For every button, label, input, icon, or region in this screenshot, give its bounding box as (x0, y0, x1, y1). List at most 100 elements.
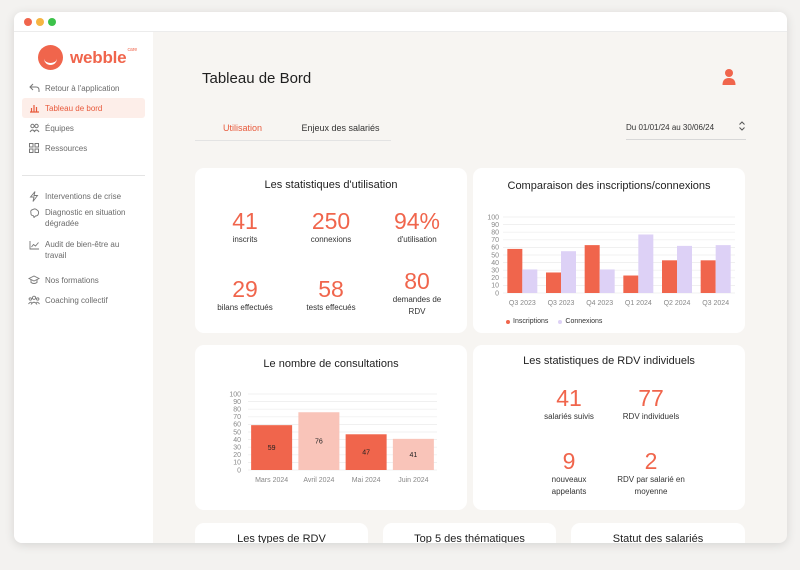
card-title: Les types de RDV (237, 533, 326, 543)
y-tick-label: 10 (233, 460, 241, 467)
bar-consultations (251, 425, 293, 470)
y-tick-label: 30 (233, 445, 241, 452)
sidebar-divider (22, 175, 145, 176)
bar-data-label: 41 (409, 452, 417, 459)
bar-inscriptions (623, 275, 639, 293)
stat-demandes-rdv: 80 demandes de RDV (387, 268, 447, 318)
bar-data-label: 47 (362, 450, 370, 457)
graduation-cap-icon (28, 274, 40, 286)
y-tick-label: 20 (233, 452, 241, 459)
webble-logo-mark (38, 45, 63, 70)
y-tick-label: 90 (491, 222, 499, 229)
y-tick-label: 60 (491, 245, 499, 252)
stat-label: demandes de RDV (392, 295, 442, 316)
grid-icon (28, 142, 40, 154)
stat-rdv-par-salarie: 2 RDV par salarié en moyenne (616, 448, 686, 498)
stat-value: 94% (393, 208, 441, 234)
y-tick-label: 90 (233, 399, 241, 406)
sidebar-item-coaching[interactable]: Coaching collectif (22, 290, 145, 310)
card-comparison-chart: Comparaison des inscriptions/connexions … (473, 168, 745, 333)
y-tick-label: 70 (491, 237, 499, 244)
y-tick-label: 0 (495, 290, 499, 297)
stat-label: RDV individuels (622, 412, 680, 421)
card-consultations-chart: Le nombre de consultations 0 10 20 30 40 50 60… (195, 345, 467, 510)
bar-consultations (392, 438, 434, 470)
x-tick-label: Q4 2023 (586, 300, 613, 307)
card-title: Comparaison des inscriptions/connexions (507, 180, 711, 192)
bar-connexions (522, 269, 538, 293)
stat-label: d'utilisation (397, 235, 437, 244)
x-tick-label: Q1 2024 (625, 300, 652, 307)
minimize-window-dot[interactable] (36, 18, 44, 26)
webble-logo[interactable]: webble care (38, 45, 137, 70)
app-window: webble care Retour à l'application Table… (14, 12, 787, 543)
stat-label: nouveaux appelants (551, 475, 587, 496)
sidebar-item-label: Audit de bien-être au travail (45, 240, 120, 260)
sidebar-item-resources[interactable]: Ressources (22, 138, 145, 158)
sidebar-item-trainings[interactable]: Nos formations (22, 270, 145, 290)
sidebar-item-label: Diagnostic en situation dégradée (45, 208, 126, 228)
bar-inscriptions (507, 248, 523, 293)
sidebar-item-teams[interactable]: Équipes (22, 118, 145, 138)
y-tick-label: 0 (237, 467, 241, 474)
bar-connexions (599, 269, 615, 293)
card-title: Top 5 des thématiques (414, 533, 525, 543)
close-window-dot[interactable] (24, 18, 32, 26)
stat-label: connexions (310, 235, 352, 244)
tab-utilisation[interactable]: Utilisation (195, 123, 290, 141)
y-tick-label: 80 (233, 407, 241, 414)
stat-value: 58 (318, 276, 344, 302)
bar-connexions (715, 245, 731, 293)
tabs-underline (195, 140, 391, 141)
legend-label-inscriptions: Inscriptions (513, 318, 549, 325)
stat-label: salariés suivis (544, 412, 594, 421)
bar-inscriptions (584, 245, 600, 293)
y-tick-label: 100 (487, 214, 499, 221)
bar-chart-icon (28, 102, 40, 114)
card-rdv-types: Les types de RDV (195, 523, 368, 543)
x-tick-label: Juin 2024 (398, 477, 428, 484)
date-range-select[interactable]: Du 01/01/24 au 30/06/24 (626, 116, 746, 140)
stat-connexions: 250 connexions (291, 208, 371, 246)
y-tick-label: 60 (233, 422, 241, 429)
card-title: Statut des salariés (612, 533, 704, 543)
team-icon (28, 122, 40, 134)
stat-label: inscrits (232, 235, 258, 244)
sidebar-item-back[interactable]: Retour à l'application (22, 78, 145, 98)
brain-icon (28, 207, 40, 219)
tab-enjeux-salaries[interactable]: Enjeux des salariés (301, 123, 380, 133)
legend-dot-inscriptions (506, 319, 510, 324)
y-tick-label: 50 (233, 429, 241, 436)
bar-data-label: 59 (268, 445, 276, 452)
sidebar-item-label: Nos formations (45, 275, 99, 285)
user-icon[interactable] (721, 68, 737, 86)
card-rdv-stats: Les statistiques de RDV individuels 41 s… (473, 345, 745, 510)
bar-data-label: 76 (315, 439, 323, 446)
stat-value: 250 (311, 208, 351, 234)
stat-value: 77 (638, 385, 664, 411)
y-tick-label: 70 (233, 414, 241, 421)
maximize-window-dot[interactable] (48, 18, 56, 26)
x-tick-label: Mai 2024 (352, 477, 381, 484)
sidebar-item-crisis[interactable]: Interventions de crise (22, 186, 145, 206)
stat-bilans: 29 bilans effectués (205, 276, 285, 314)
page-title: Tableau de Bord (202, 70, 312, 87)
legend-dot-connexions (558, 319, 563, 324)
back-arrow-icon (28, 82, 40, 94)
logo-text: webble (70, 47, 127, 67)
stat-value: 41 (556, 385, 582, 411)
sidebar-item-diagnostic[interactable]: Diagnostic en situation dégradée (22, 206, 145, 236)
bar-inscriptions (662, 260, 677, 293)
card-title: Les statistiques de RDV individuels (523, 355, 695, 367)
sidebar-item-label: Ressources (45, 143, 88, 153)
y-tick-label: 100 (229, 391, 241, 398)
x-tick-label: Q3 2023 (548, 300, 575, 307)
bar-consultations (345, 434, 387, 470)
sidebar: webble care Retour à l'application Table… (14, 32, 153, 543)
sidebar-item-audit[interactable]: Audit de bien-être au travail (22, 238, 145, 268)
date-range-label: Du 01/01/24 au 30/06/24 (626, 123, 715, 132)
x-tick-label: Q3 2023 (509, 300, 536, 307)
sidebar-item-dashboard[interactable]: Tableau de bord (22, 98, 145, 118)
stat-value: 2 (644, 448, 658, 474)
